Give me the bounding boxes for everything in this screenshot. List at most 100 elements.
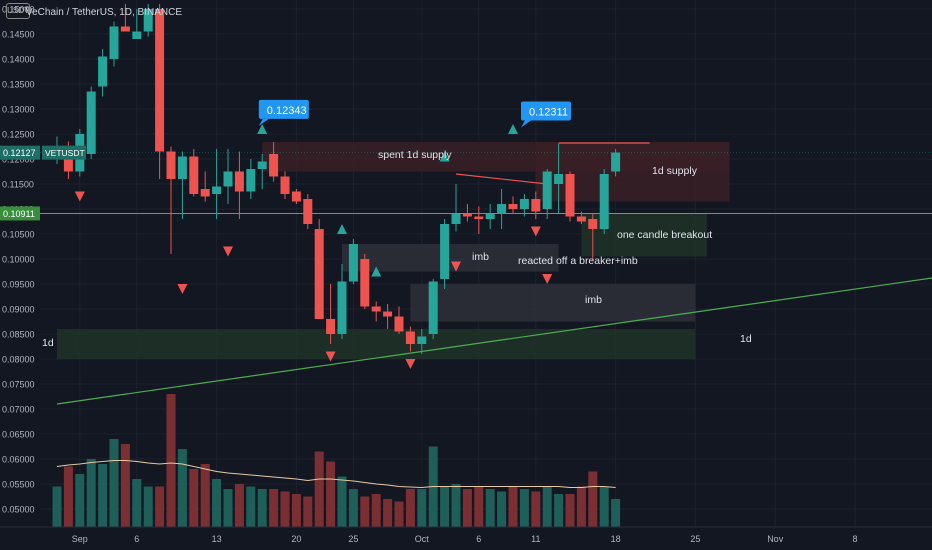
callout-text: 0.12311 xyxy=(529,106,568,118)
callout-box xyxy=(258,99,309,119)
y-tick-label: 0.14500 xyxy=(2,30,35,40)
volume-bar xyxy=(189,469,199,527)
y-tick-label: 0.09000 xyxy=(2,305,35,315)
callout-pointer xyxy=(521,120,531,128)
volume-bar xyxy=(212,479,222,527)
candle xyxy=(280,171,290,199)
volume-bar xyxy=(326,461,336,527)
y-tick-label: 0.15000 xyxy=(2,5,35,15)
candle-body xyxy=(223,171,233,187)
candle-body xyxy=(405,331,415,344)
x-tick-label: 6 xyxy=(476,534,481,544)
candle-body xyxy=(542,171,552,209)
volume-bar xyxy=(337,476,347,527)
candle xyxy=(223,149,233,204)
candle-body xyxy=(588,219,598,229)
volume-bar xyxy=(542,486,552,527)
x-tick-label: 18 xyxy=(611,534,621,544)
volume-bar xyxy=(303,496,313,527)
volume-bar xyxy=(98,464,108,527)
volume-bar xyxy=(120,444,130,527)
arrow-down-icon xyxy=(530,226,541,237)
volume-bar xyxy=(576,486,586,527)
symbol-tag-bg xyxy=(42,145,86,160)
price-tag-text: 0.12127 xyxy=(3,148,36,158)
arrow-down-icon xyxy=(223,246,233,257)
candle-body xyxy=(132,31,142,39)
label-imb-left: imb xyxy=(472,251,489,263)
candle-body xyxy=(599,174,609,229)
volume-bar xyxy=(234,484,244,527)
candle xyxy=(269,142,279,182)
candle-body xyxy=(291,191,301,202)
candle xyxy=(531,191,541,219)
volume-bar xyxy=(474,486,484,527)
x-tick-label: 20 xyxy=(291,534,301,544)
arrow-down-icon xyxy=(451,261,461,272)
x-tick-label: 11 xyxy=(531,534,540,544)
candle xyxy=(462,204,472,222)
candle xyxy=(497,189,507,229)
candle-body xyxy=(531,199,541,212)
candle-body xyxy=(98,56,108,87)
candle xyxy=(360,254,370,309)
candle xyxy=(554,143,564,214)
currency-badge[interactable]: USDT xyxy=(6,3,30,19)
y-tick-label: 0.05500 xyxy=(2,480,35,490)
y-axis: 0.15000 0.14500 0.14000 0.13500 0.13000 0.125… xyxy=(0,0,40,550)
candle-body xyxy=(417,336,427,344)
volume-bar xyxy=(554,494,564,527)
y-tick-label: 0.13500 xyxy=(2,80,35,90)
candle xyxy=(120,4,130,32)
candle xyxy=(599,169,609,234)
candle-body xyxy=(451,214,461,224)
candle-body xyxy=(440,224,450,279)
candle-body xyxy=(360,259,370,307)
label-supply-1d: 1d supply xyxy=(652,165,698,177)
support-price-tag: 0.10911 xyxy=(0,206,40,221)
candle-body xyxy=(63,148,73,172)
candle xyxy=(246,159,256,199)
arrow-up-icon xyxy=(337,224,347,234)
candle-body xyxy=(155,9,165,152)
candle-body xyxy=(348,244,358,282)
candle-body xyxy=(508,204,518,209)
arrow-up-icon xyxy=(371,266,382,277)
signal-arrows xyxy=(74,124,553,369)
volume-bars xyxy=(52,394,621,527)
volume-bar xyxy=(109,439,119,527)
y-tick-label: 0.06000 xyxy=(2,455,35,465)
volume-bar xyxy=(223,489,233,527)
label-breakout: one candle breakout xyxy=(617,229,712,241)
x-axis: Sep 6 13 20 25 Oct 6 11 18 25 Nov 8 xyxy=(0,526,932,550)
volume-bar xyxy=(531,491,541,527)
callout-text: 0.12343 xyxy=(267,105,307,117)
label-demand-left: 1d xyxy=(42,337,54,349)
candle xyxy=(371,301,381,322)
volume-bar xyxy=(485,489,495,527)
x-tick-label: Oct xyxy=(415,534,430,544)
candle xyxy=(576,211,586,224)
volume-bar xyxy=(348,489,358,527)
volume-bar xyxy=(257,489,267,527)
volume-bar xyxy=(462,489,472,527)
candle xyxy=(326,284,336,344)
y-tick-label: 0.10500 xyxy=(2,230,35,240)
candle xyxy=(314,219,324,319)
arrow-up-icon xyxy=(439,151,450,162)
current-price-tag: 0.12127 xyxy=(0,145,40,160)
volume-bar xyxy=(86,459,96,527)
candle-body xyxy=(86,91,96,154)
y-tick-label: 0.06500 xyxy=(2,430,35,440)
volume-bar xyxy=(200,464,210,527)
resistance-line xyxy=(455,173,548,185)
zones xyxy=(57,142,730,359)
y-tick-label: 0.11500 xyxy=(2,180,34,190)
candle xyxy=(212,149,222,219)
candle-body xyxy=(177,156,187,179)
label-imb-right: imb xyxy=(585,294,602,306)
volume-bar xyxy=(155,486,165,527)
candle xyxy=(189,149,199,197)
price-callout: 0.12311 xyxy=(521,101,571,128)
